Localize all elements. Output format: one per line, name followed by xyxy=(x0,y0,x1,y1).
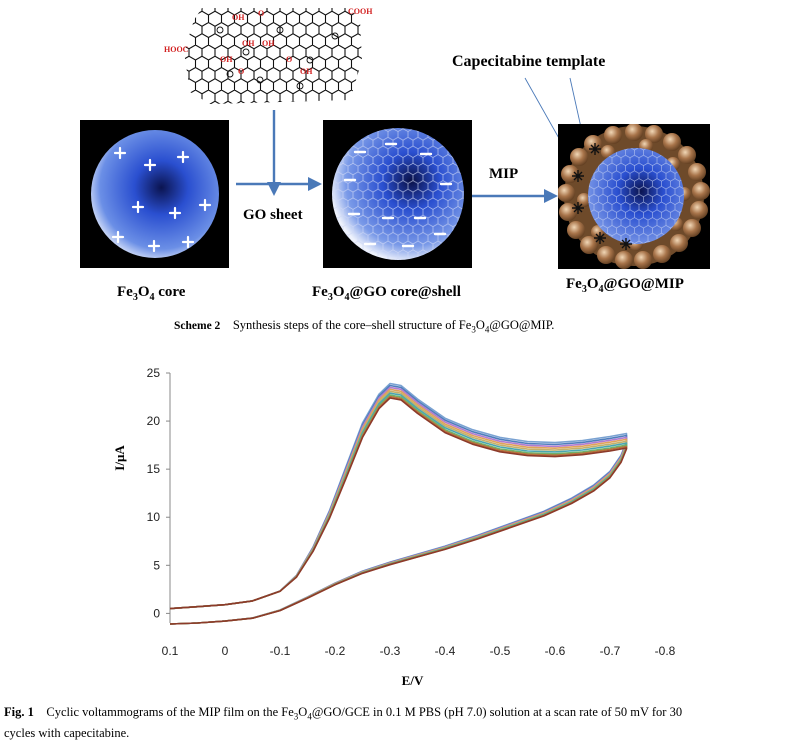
y-tick-label: 15 xyxy=(147,462,161,476)
scheme-caption: Scheme 2 Synthesis steps of the core–she… xyxy=(174,318,554,335)
scheme-caption-head: Scheme 2 xyxy=(174,320,221,332)
epoxide-label: O xyxy=(258,9,264,18)
scheme-caption-text: Synthesis steps of the core–shell struct… xyxy=(232,318,555,335)
cyclic-voltammogram-chart: 0 5 10 15 20 25 0.1 0 -0.1 -0.2 -0.3 -0.4 -0.5 -0.6 -0… xyxy=(112,366,676,688)
fe3o4-core-label: Fe3O4 core xyxy=(117,284,186,303)
x-tick-label: -0.7 xyxy=(600,644,621,658)
cv-cycle-line-1 xyxy=(169,382,628,625)
cv-cycle-line-9 xyxy=(169,397,628,625)
cv-cycle-line-2 xyxy=(169,384,628,625)
oh-label: OH xyxy=(300,67,313,76)
x-tick-label: 0 xyxy=(222,644,229,658)
oh-label: OH xyxy=(220,55,233,64)
y-tick-label: 25 xyxy=(147,366,161,380)
down-arrow xyxy=(267,110,281,196)
fe3o4-go-mip-label: Fe3O4@GO@MIP xyxy=(566,276,684,295)
x-tick-label: -0.5 xyxy=(490,644,511,658)
oh-label: OH xyxy=(262,39,275,48)
mip-label: MIP xyxy=(489,166,519,182)
figure-caption-line2: cycles with capecitabine. xyxy=(4,725,130,740)
core-shell-label: Fe3O4@GO core@shell xyxy=(312,284,461,303)
x-tick-label: -0.6 xyxy=(545,644,566,658)
x-tick-label: -0.8 xyxy=(655,644,676,658)
figure-caption-head: Fig. 1 xyxy=(4,705,34,719)
x-tick-label: -0.4 xyxy=(435,644,456,658)
go-sheet-label: GO sheet xyxy=(243,207,303,223)
go-sheet-structure: COOH HOOC OH O OH OH OH O O OH xyxy=(164,7,373,104)
core-word: core xyxy=(158,284,186,300)
cooh-left-label: HOOC xyxy=(164,45,189,54)
core-shell-sphere xyxy=(332,128,464,260)
mip-panel xyxy=(557,123,710,269)
cooh-top-label: COOH xyxy=(348,7,373,16)
oh-label: OH xyxy=(232,13,245,22)
mip-sphere xyxy=(557,123,710,269)
x-axis-title: E/V xyxy=(402,673,424,688)
right-arrow-mip xyxy=(472,189,558,203)
core-sphere xyxy=(91,130,219,258)
right-arrow-go xyxy=(236,177,322,191)
y-tick-label: 5 xyxy=(153,558,160,572)
x-tick-label: -0.3 xyxy=(380,644,401,658)
figure-caption-line1: Cyclic voltammograms of the MIP film on … xyxy=(46,705,683,722)
capecitabine-template-label: Capecitabine template xyxy=(452,53,606,70)
x-tick-label: -0.1 xyxy=(270,644,291,658)
figure-caption: Fig. 1 Cyclic voltammograms of the MIP f… xyxy=(4,704,682,741)
oh-label: OH xyxy=(242,39,255,48)
epoxide-label: O xyxy=(286,55,292,64)
fe3o4-core-panel xyxy=(80,120,229,268)
y-axis-title: I/μA xyxy=(112,445,127,471)
template-molecules xyxy=(572,143,632,250)
x-tick-label: -0.2 xyxy=(325,644,346,658)
y-tick-label: 0 xyxy=(153,606,160,620)
y-tick-label: 20 xyxy=(147,414,161,428)
x-tick-label: 0.1 xyxy=(162,644,179,658)
epoxide-label: O xyxy=(238,67,244,76)
core-shell-panel xyxy=(323,120,472,268)
y-tick-label: 10 xyxy=(147,510,161,524)
